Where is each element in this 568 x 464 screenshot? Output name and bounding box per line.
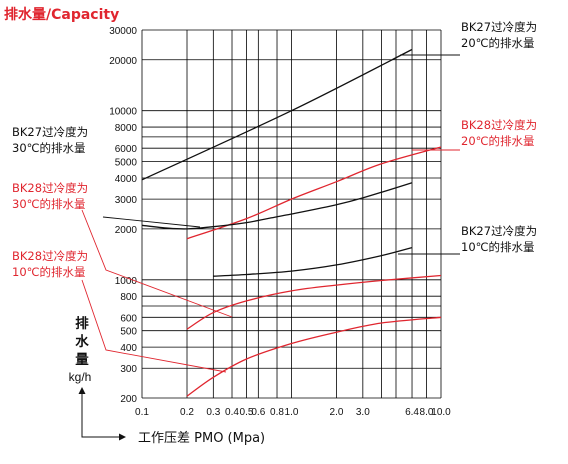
x-tick-label: 0.3 [206, 407, 220, 418]
y-tick-label: 20000 [109, 56, 137, 67]
chart-title: 排水量/Capacity [4, 6, 119, 23]
series-line-2 [186, 146, 442, 240]
series-label-4: 10℃的排水量 [461, 240, 535, 254]
x-tick-label: 0.8 [270, 407, 284, 418]
annotation-label-layer: BK27过冷度为 20℃的排水量 BK28过冷度为 20℃的排水量 BK27过冷度为 30… [12, 20, 537, 279]
y-axis-title-char-1: 排 [75, 315, 89, 332]
x-tick-label: 0.6 [251, 407, 265, 418]
y-tick-label: 8000 [115, 123, 138, 134]
x-tick-label: 3.0 [356, 407, 370, 418]
series-line-4 [213, 246, 413, 277]
x-tick-label: 0.5 [240, 407, 254, 418]
y-tick-label: 3000 [115, 195, 138, 206]
y-axis-title-char-3: 量 [75, 352, 89, 368]
x-tick-label: 0.2 [180, 407, 194, 418]
series-line-3 [141, 182, 413, 230]
y-tick-label: 4000 [115, 174, 138, 185]
x-tick-label: 10.0 [431, 407, 451, 418]
y-tick-label: 800 [120, 292, 137, 303]
y-tick-label: 300 [120, 364, 137, 375]
y-tick-label: 400 [120, 343, 137, 354]
y-axis-title-unit: kg/h [69, 370, 92, 384]
series-label-6: BK28过冷度为 [12, 249, 88, 263]
series-label-3: 30℃的排水量 [12, 141, 86, 155]
y-tick-label: 5000 [115, 158, 138, 169]
y-axis-title-char-2: 水 [75, 333, 89, 350]
series-line-5 [186, 274, 442, 330]
x-tick-label: 1.0 [285, 407, 299, 418]
tick-label-layer: 0.1 0.2 0.3 0.4 0.50.6 0.8 1.0 2.0 3.0 6.4 8.010.0… [109, 26, 451, 418]
series-label-6: 10℃的排水量 [12, 265, 86, 279]
series-line-1 [141, 48, 413, 181]
y-tick-label: 2000 [115, 225, 138, 236]
x-tick-label: 6.4 [405, 407, 419, 418]
x-tick-label: 0.4 [225, 407, 239, 418]
series-label-4: BK27过冷度为 [461, 224, 537, 238]
series-label-2: 20℃的排水量 [461, 134, 535, 148]
y-tick-label: 10000 [109, 107, 137, 118]
axis-arrow-line [81, 390, 122, 438]
y-tick-label: 6000 [115, 144, 138, 155]
y-tick-label: 1000 [115, 276, 138, 287]
annotation-leader-3 [102, 216, 201, 228]
series-line-6 [186, 316, 442, 397]
axis-title-layer: 排 水 量 kg/h 工作压差 PMO (Mpa) [69, 315, 265, 446]
grid-layer [141, 29, 442, 399]
arrow-up-icon [78, 387, 86, 394]
arrow-right-icon [119, 433, 126, 441]
annotation-leader-layer [81, 54, 460, 373]
x-tick-label: 2.0 [330, 407, 344, 418]
series-label-5: 30℃的排水量 [12, 197, 86, 211]
y-tick-label: 600 [120, 313, 137, 324]
x-axis-title: 工作压差 PMO (Mpa) [138, 431, 265, 446]
annotation-leader-6 [81, 279, 227, 373]
series-layer [141, 48, 442, 397]
series-label-2: BK28过冷度为 [461, 118, 537, 132]
x-tick-label: 8.0 [420, 407, 434, 418]
annotation-leader-5 [81, 209, 233, 318]
y-tick-label: 30000 [109, 26, 137, 37]
series-label-3: BK27过冷度为 [12, 125, 88, 139]
series-label-5: BK28过冷度为 [12, 181, 88, 195]
series-label-1: BK27过冷度为 [461, 20, 537, 34]
x-tick-label: 0.1 [135, 407, 149, 418]
y-tick-label: 200 [120, 394, 137, 405]
y-tick-label: 500 [120, 327, 137, 338]
series-label-1: 20℃的排水量 [461, 36, 535, 50]
